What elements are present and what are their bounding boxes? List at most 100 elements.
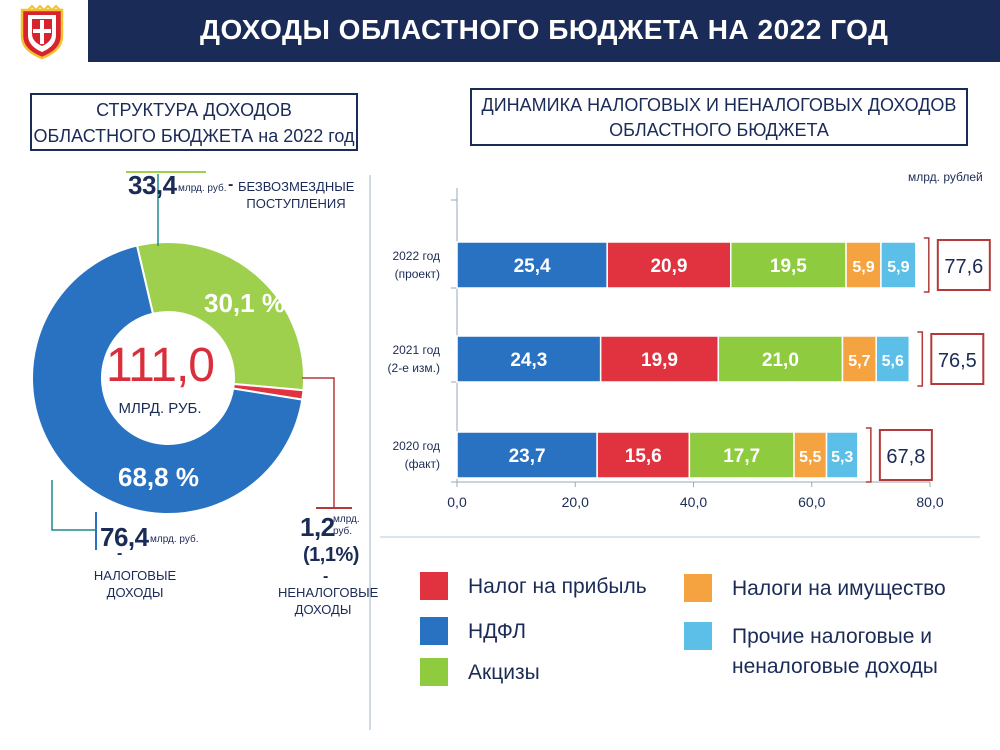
panel-divider <box>369 175 371 730</box>
x-tick-label: 60,0 <box>798 494 825 510</box>
legend-label: Акцизы <box>468 661 540 684</box>
header: ДОХОДЫ ОБЛАСТНОГО БЮДЖЕТА НА 2022 ГОД <box>0 0 1000 62</box>
tax-caption-line2: ДОХОДЫ <box>106 585 164 600</box>
category-label-line2: (проект) <box>395 267 440 281</box>
bar-value-label: 5,3 <box>831 449 853 466</box>
category-label-line2: (факт) <box>405 457 440 471</box>
donut-percent-gratuitous: 30,1 % <box>204 288 285 318</box>
total-bracket <box>917 331 924 387</box>
category-label-line1: 2020 год <box>392 439 440 453</box>
legend-swatch <box>684 622 712 650</box>
x-tick-label: 0,0 <box>447 494 467 510</box>
donut-total-unit: МЛРД. РУБ. <box>118 400 202 417</box>
gratuitous-value: 33,4 <box>128 170 177 200</box>
bar-value-label: 15,6 <box>625 446 662 467</box>
dynamics-title-line1: ДИНАМИКА НАЛОГОВЫХ И НЕНАЛОГОВЫХ ДОХОДОВ <box>481 95 957 115</box>
nontax-unit-line1: млрд. <box>333 514 360 525</box>
bar-segment <box>793 431 828 479</box>
donut-chart <box>31 171 352 550</box>
total-bracket <box>923 237 930 293</box>
gratuitous-dash: - <box>228 176 234 193</box>
tax-value: 76,4 <box>100 522 149 552</box>
bar-value-label: 24,3 <box>510 350 547 371</box>
structure-chart-title: СТРУКТУРА ДОХОДОВ ОБЛАСТНОГО БЮДЖЕТА на … <box>30 93 358 151</box>
bar-segment <box>717 335 844 383</box>
legend-item-excise: Акцизы <box>420 658 540 688</box>
legend-label-line2: неналоговые доходы <box>732 655 938 678</box>
total-value-label: 67,8 <box>886 446 925 468</box>
gratuitous-caption-line2: ПОСТУПЛЕНИЯ <box>246 196 346 211</box>
donut-slice-tax <box>31 244 304 515</box>
donut-slice-gratuitous <box>135 241 305 392</box>
nontax-caption-line2: ДОХОДЫ <box>294 602 352 617</box>
legend-label: НДФЛ <box>468 620 526 643</box>
legend-item-ndfl: НДФЛ <box>420 617 526 647</box>
bar-segment <box>596 431 691 479</box>
bar-segment <box>875 335 911 383</box>
coat-of-arms-icon <box>20 4 64 60</box>
bar-value-label: 25,4 <box>514 256 551 277</box>
nontax-percent: (1,1%) <box>303 544 359 566</box>
x-tick-label: 40,0 <box>680 494 707 510</box>
chart-unit-label: млрд. рублей <box>908 170 983 184</box>
nontax-caption: НЕНАЛОГОВЫЕ ДОХОДЫ <box>278 584 379 618</box>
nontax-dash: - <box>323 568 329 585</box>
bar-segment <box>825 431 859 479</box>
bar-segment <box>456 241 608 289</box>
category-label-line1: 2022 год <box>392 249 440 263</box>
legend-item-property-tax: Налоги на имущество <box>684 574 946 604</box>
nontax-value: 1,2 <box>300 512 335 542</box>
legend-swatch <box>420 617 448 645</box>
bar-value-label: 5,7 <box>848 353 870 370</box>
total-value-label: 77,6 <box>944 256 983 278</box>
legend-item-profit-tax: Налог на прибыль <box>420 572 647 602</box>
dynamics-title-line2: ОБЛАСТНОГО БЮДЖЕТА <box>609 120 829 140</box>
bar-value-label: 20,9 <box>650 256 687 277</box>
gratuitous-caption: БЕЗВОЗМЕЗДНЫЕ ПОСТУПЛЕНИЯ <box>238 178 354 212</box>
page-title: ДОХОДЫ ОБЛАСТНОГО БЮДЖЕТА НА 2022 ГОД <box>200 14 889 45</box>
nontax-unit: млрд. руб. <box>333 514 360 538</box>
nontax-caption-line1: НЕНАЛОГОВЫЕ <box>278 585 379 600</box>
legend-label-multiline: Прочие налоговые и неналоговые доходы <box>732 622 938 682</box>
bar-value-label: 5,5 <box>799 449 821 466</box>
tax-leader-line <box>51 480 96 531</box>
gratuitous-caption-line1: БЕЗВОЗМЕЗДНЫЕ <box>238 179 355 194</box>
legend-item-other: Прочие налоговые и неналоговые доходы <box>684 622 938 682</box>
bar-value-label: 17,7 <box>723 446 760 467</box>
total-value-box <box>936 239 991 291</box>
bar-segment <box>688 431 795 479</box>
legend-swatch <box>420 572 448 600</box>
legend-divider <box>380 536 980 538</box>
bar-value-label: 23,7 <box>509 446 546 467</box>
donut-percent-tax: 68,8 % <box>118 462 199 492</box>
bar-segment <box>880 241 917 289</box>
bar-segment <box>845 241 882 289</box>
bar-value-label: 19,9 <box>641 350 678 371</box>
dynamics-chart-title: ДИНАМИКА НАЛОГОВЫХ И НЕНАЛОГОВЫХ ДОХОДОВ… <box>470 88 968 146</box>
structure-title-line1: СТРУКТУРА ДОХОДОВ <box>96 100 292 120</box>
total-bracket <box>865 427 872 483</box>
nontax-unit-line2: руб. <box>333 526 353 537</box>
stacked-bar-chart: 0,0 20,0 40,0 60,0 80,0 2022 год (проект) 25,4 2… <box>388 188 991 510</box>
legend-swatch <box>684 574 712 602</box>
tax-unit: млрд. руб. <box>150 534 199 545</box>
bar-value-label: 5,6 <box>882 353 904 370</box>
x-tick-label: 20,0 <box>562 494 589 510</box>
tax-dash: - <box>117 545 123 562</box>
tax-caption-line1: НАЛОГОВЫЕ <box>93 568 177 583</box>
category-label-line2: (2-е изм.) <box>388 361 440 375</box>
nontax-leader-line <box>302 377 335 508</box>
gratuitous-unit: млрд. руб. <box>178 183 227 194</box>
total-value-label: 76,5 <box>938 350 977 372</box>
donut-total-value: 111,0 <box>106 339 215 392</box>
tax-caption: НАЛОГОВЫЕ ДОХОДЫ <box>80 567 190 601</box>
category-label-line1: 2021 год <box>392 343 440 357</box>
bar-value-label: 21,0 <box>762 350 799 371</box>
total-value-box <box>878 429 933 481</box>
legend-swatch <box>420 658 448 686</box>
bar-value-label: 5,9 <box>852 259 874 276</box>
bar-value-label: 5,9 <box>887 259 909 276</box>
structure-title-line2: ОБЛАСТНОГО БЮДЖЕТА на 2022 год <box>33 126 355 146</box>
bar-segment <box>599 335 720 383</box>
total-value-box <box>930 333 985 385</box>
